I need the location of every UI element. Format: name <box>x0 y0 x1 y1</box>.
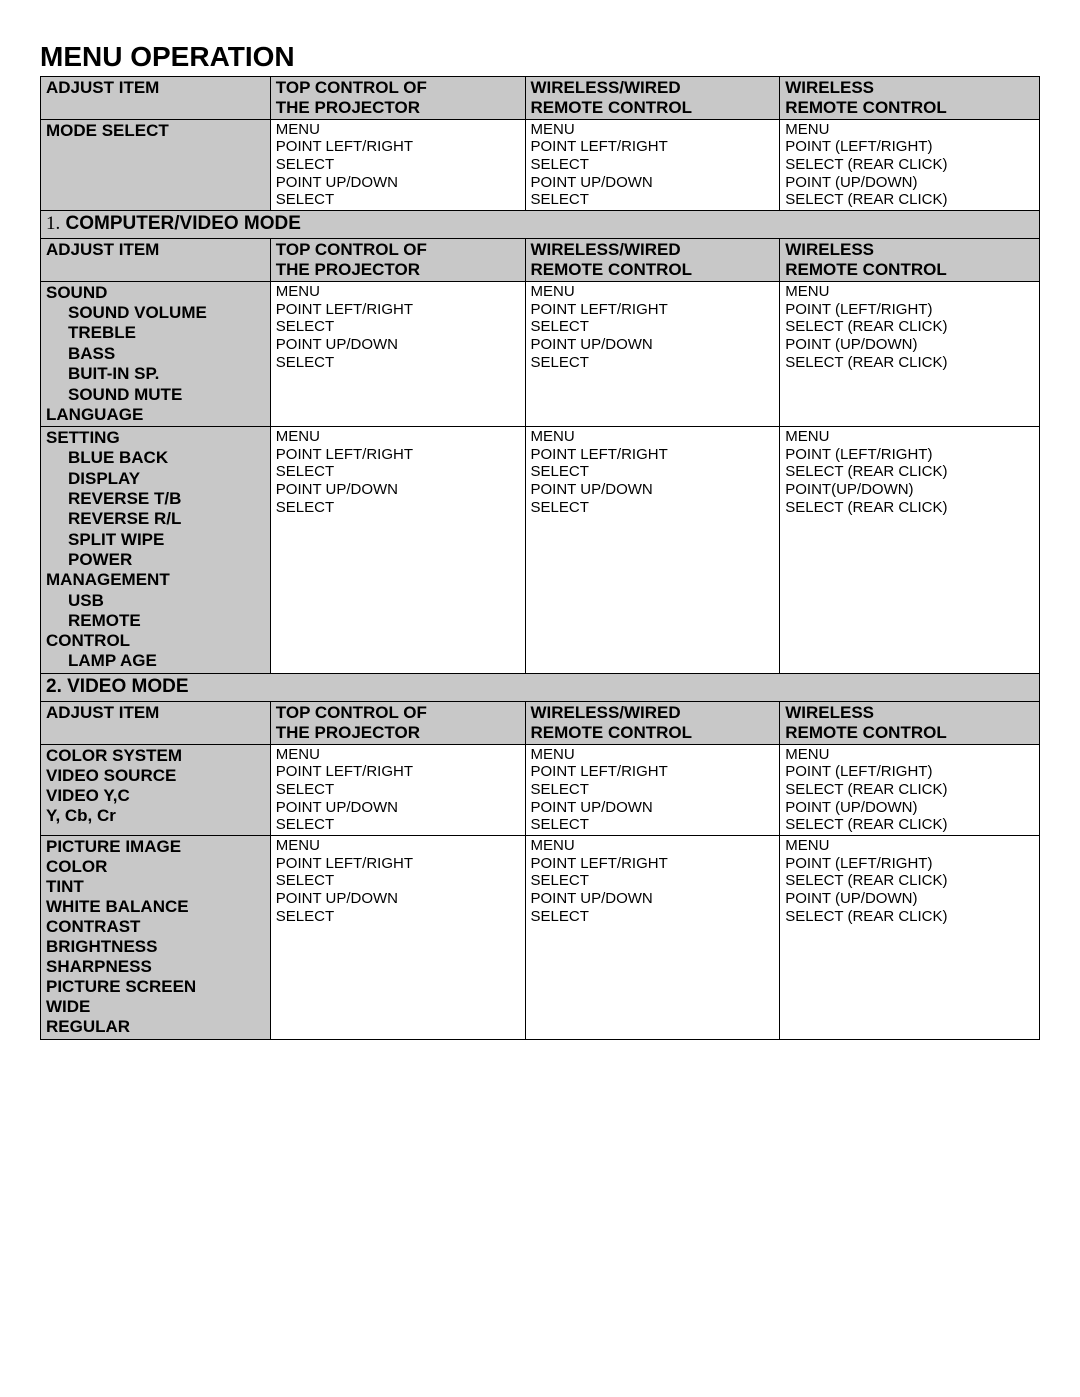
row-picture-image: PICTURE IMAGE COLOR TINT WHITE BALANCE C… <box>41 836 271 1039</box>
menu-operation-table: ADJUST ITEM TOP CONTROL OFTHE PROJECTOR … <box>40 76 1040 1040</box>
header-top-control: TOP CONTROL OFTHE PROJECTOR <box>270 76 525 119</box>
section-computer-video-mode: 1. COMPUTER/VIDEO MODE <box>41 211 1040 239</box>
header-adjust-item: ADJUST ITEM <box>41 238 271 281</box>
row-sound: SOUND SOUND VOLUME TREBLE BASS BUIT-IN S… <box>41 282 271 427</box>
header-top-control: TOP CONTROL OFTHE PROJECTOR <box>270 238 525 281</box>
header-wireless: WIRELESSREMOTE CONTROL <box>780 76 1040 119</box>
header-wireless: WIRELESSREMOTE CONTROL <box>780 238 1040 281</box>
header-wireless-wired: WIRELESS/WIREDREMOTE CONTROL <box>525 76 780 119</box>
cell-wireless: MENUPOINT (LEFT/RIGHT)SELECT (REAR CLICK… <box>780 282 1040 427</box>
cell-top-control: MENUPOINT LEFT/RIGHTSELECTPOINT UP/DOWNS… <box>270 119 525 210</box>
header-adjust-item: ADJUST ITEM <box>41 701 271 744</box>
cell-wireless-wired: MENUPOINT LEFT/RIGHTSELECTPOINT UP/DOWNS… <box>525 427 780 674</box>
header-wireless: WIRELESSREMOTE CONTROL <box>780 701 1040 744</box>
page-title: MENU OPERATION <box>40 40 1040 74</box>
cell-wireless-wired: MENUPOINT LEFT/RIGHTSELECTPOINT UP/DOWNS… <box>525 744 780 835</box>
cell-wireless: MENUPOINT (LEFT/RIGHT)SELECT (REAR CLICK… <box>780 119 1040 210</box>
cell-wireless-wired: MENUPOINT LEFT/RIGHTSELECTPOINT UP/DOWNS… <box>525 282 780 427</box>
cell-wireless: MENUPOINT (LEFT/RIGHT)SELECT (REAR CLICK… <box>780 836 1040 1039</box>
cell-top-control: MENUPOINT LEFT/RIGHTSELECTPOINT UP/DOWNS… <box>270 836 525 1039</box>
cell-top-control: MENUPOINT LEFT/RIGHTSELECTPOINT UP/DOWNS… <box>270 744 525 835</box>
section-video-mode: 2. VIDEO MODE <box>41 673 1040 701</box>
cell-wireless: MENUPOINT (LEFT/RIGHT)SELECT (REAR CLICK… <box>780 744 1040 835</box>
cell-wireless: MENUPOINT (LEFT/RIGHT)SELECT (REAR CLICK… <box>780 427 1040 674</box>
row-color-system: COLOR SYSTEM VIDEO SOURCE VIDEO Y,C Y, C… <box>41 744 271 835</box>
row-mode-select: MODE SELECT <box>41 119 271 210</box>
cell-wireless-wired: MENUPOINT LEFT/RIGHTSELECTPOINT UP/DOWNS… <box>525 836 780 1039</box>
cell-top-control: MENUPOINT LEFT/RIGHTSELECTPOINT UP/DOWNS… <box>270 282 525 427</box>
header-adjust-item: ADJUST ITEM <box>41 76 271 119</box>
header-top-control: TOP CONTROL OFTHE PROJECTOR <box>270 701 525 744</box>
header-wireless-wired: WIRELESS/WIREDREMOTE CONTROL <box>525 701 780 744</box>
cell-top-control: MENUPOINT LEFT/RIGHTSELECTPOINT UP/DOWNS… <box>270 427 525 674</box>
row-setting: SETTING BLUE BACK DISPLAY REVERSE T/B RE… <box>41 427 271 674</box>
cell-wireless-wired: MENUPOINT LEFT/RIGHTSELECTPOINT UP/DOWNS… <box>525 119 780 210</box>
header-wireless-wired: WIRELESS/WIREDREMOTE CONTROL <box>525 238 780 281</box>
